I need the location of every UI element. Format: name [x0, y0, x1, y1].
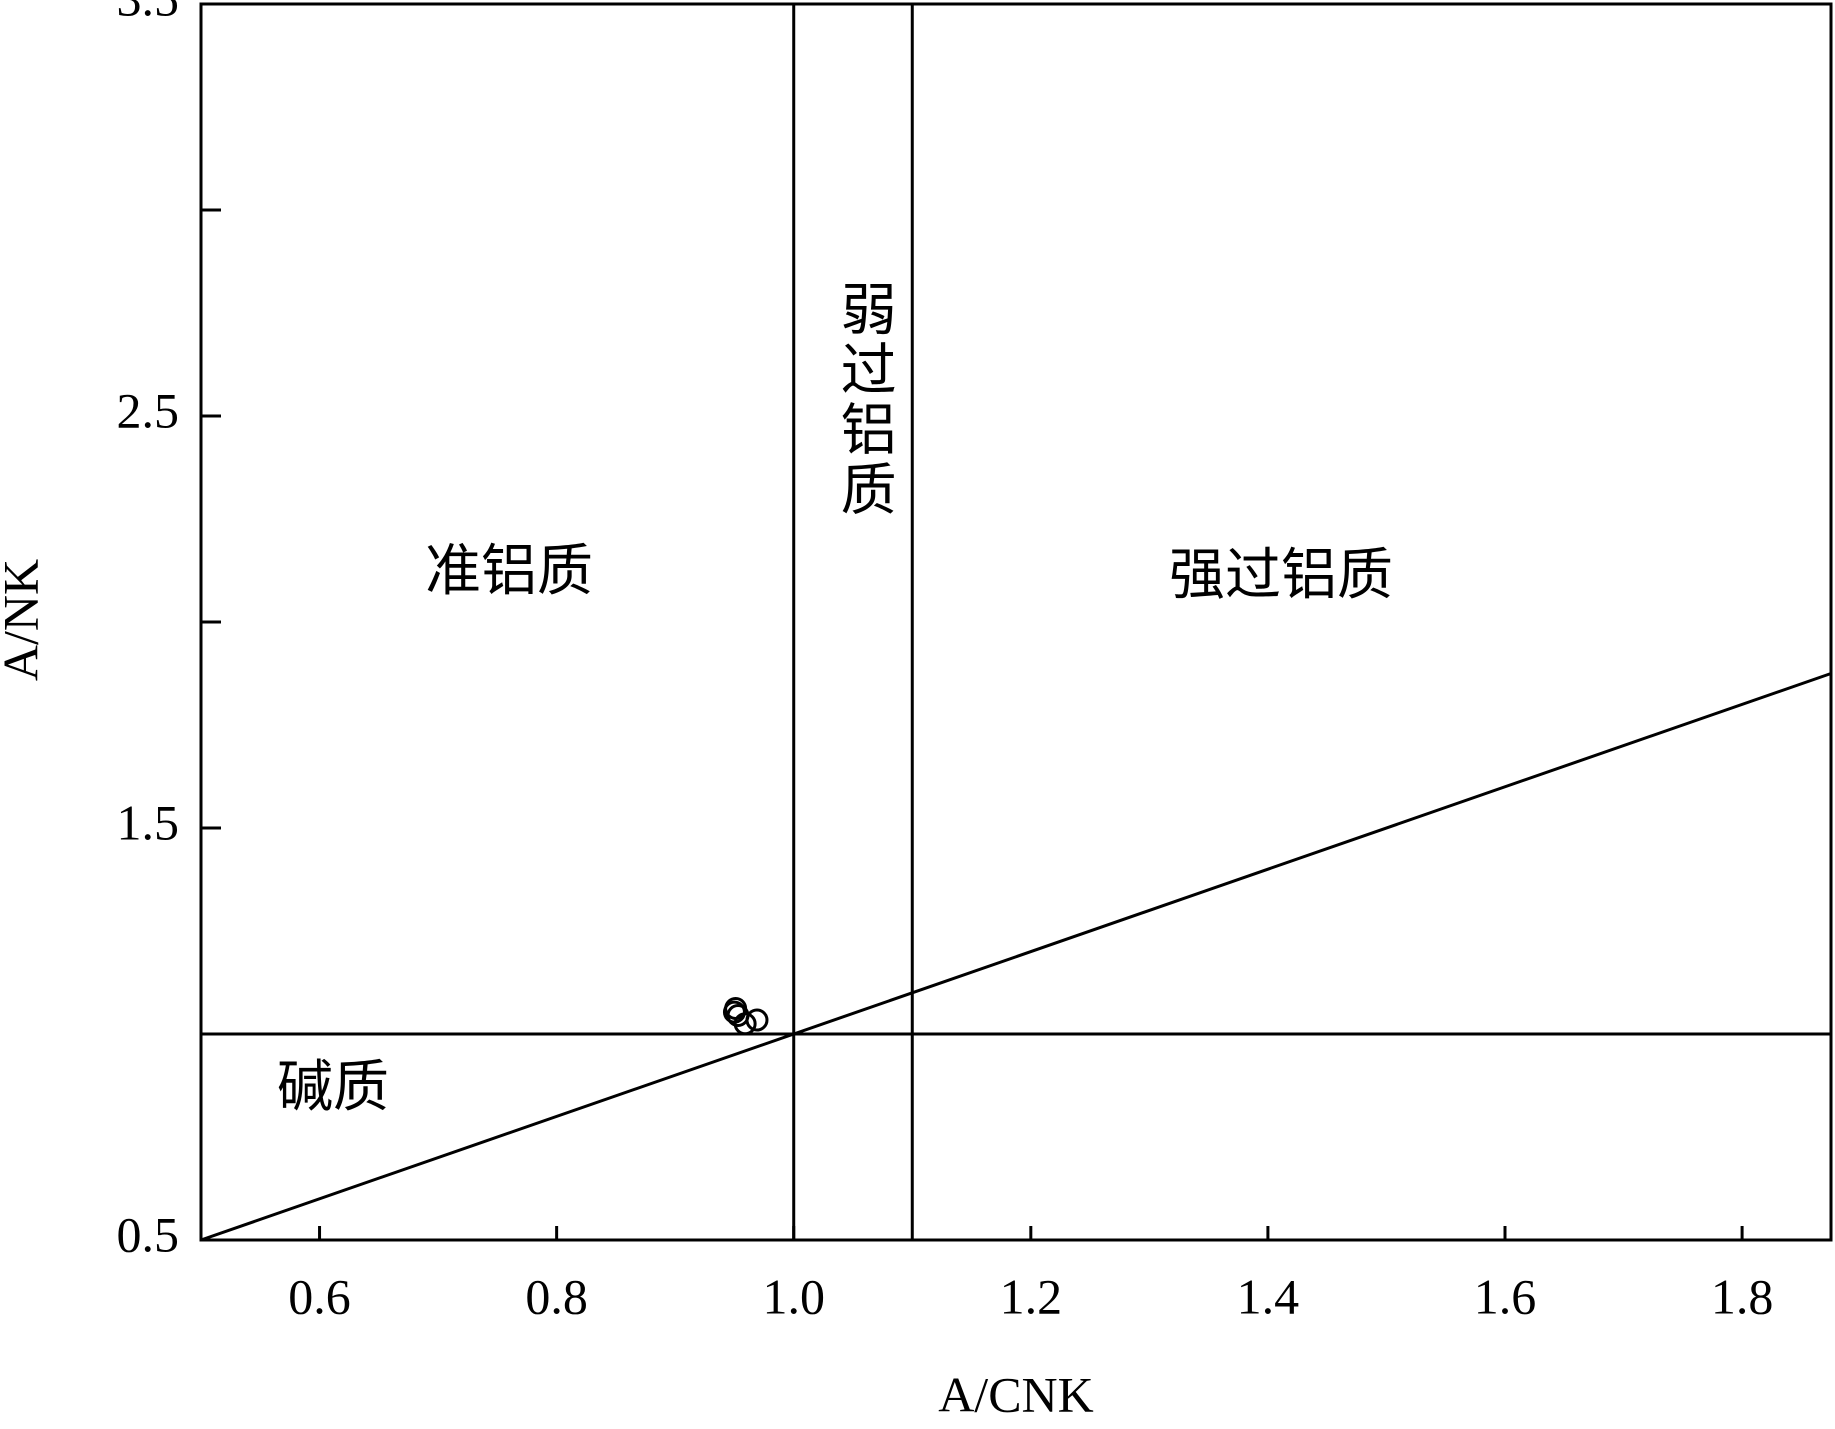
x-axis-label: A/CNK: [938, 1366, 1094, 1422]
region-label: 碱质: [277, 1057, 389, 1119]
x-tick-label: 1.0: [762, 1268, 825, 1324]
boundary-line: [200, 672, 1832, 1242]
y-tick-label: 1.5: [117, 794, 180, 850]
x-tick-label: 0.6: [288, 1268, 351, 1324]
y-axis-label: A/NK: [0, 559, 48, 681]
region-label: 弱过铝质: [832, 280, 895, 520]
region-label: 强过铝质: [1169, 545, 1393, 607]
x-tick-label: 1.6: [1474, 1268, 1537, 1324]
data-point: [724, 996, 748, 1020]
x-tick-label: 1.8: [1711, 1268, 1774, 1324]
y-tick-label: 2.5: [117, 382, 180, 438]
plot-frame: [199, 2, 1833, 1242]
x-tick-label: 1.4: [1237, 1268, 1300, 1324]
y-tick-label: 3.5: [117, 0, 180, 26]
y-tick-label: 0.5: [117, 1206, 180, 1262]
data-point: [745, 1008, 769, 1032]
region-label: 准铝质: [425, 541, 593, 603]
x-tick-label: 1.2: [1000, 1268, 1063, 1324]
x-tick-label: 0.8: [525, 1268, 588, 1324]
